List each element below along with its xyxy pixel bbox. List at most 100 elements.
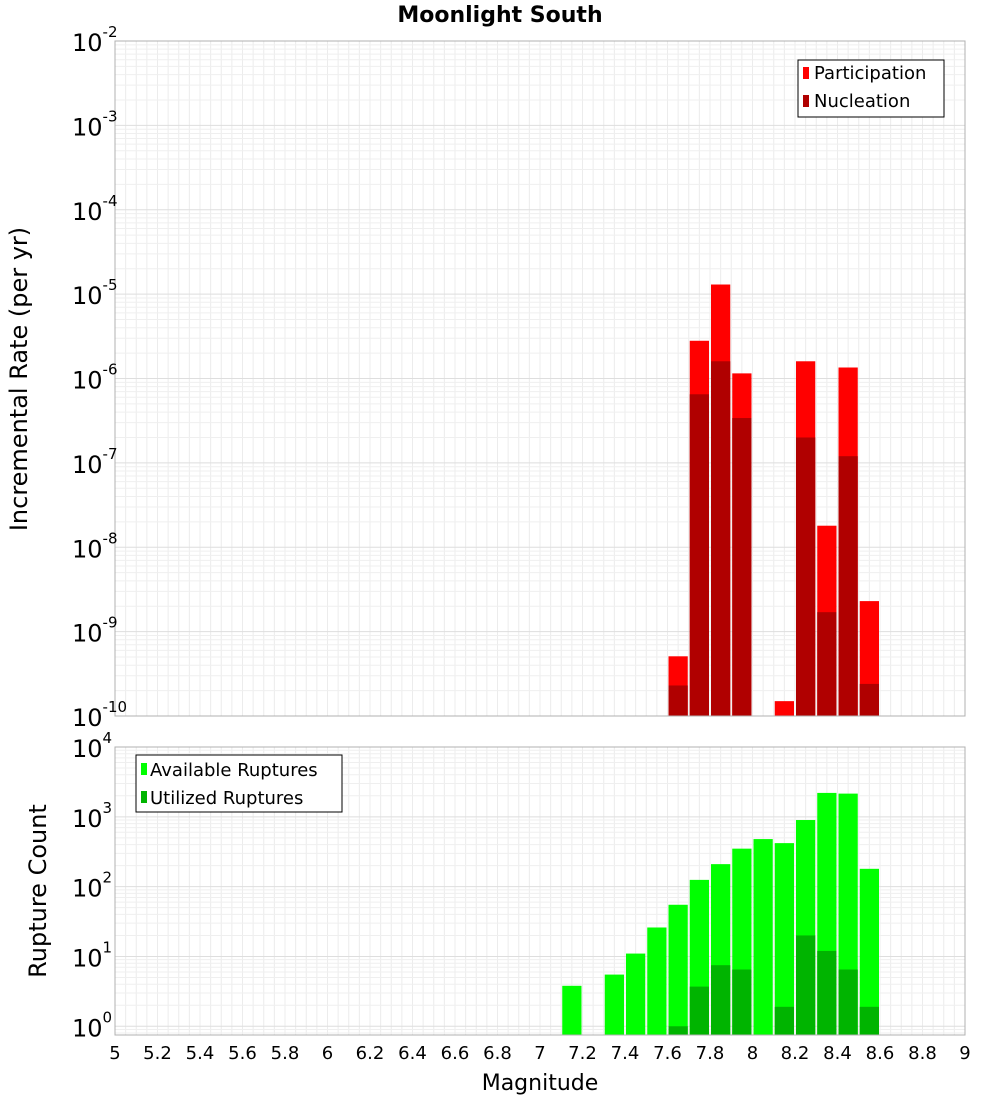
y-tick-base: 10 xyxy=(72,620,103,648)
bar-utilized-ruptures xyxy=(732,969,752,1035)
x-tick-label: 9 xyxy=(959,1043,970,1064)
chart-title: Moonlight South xyxy=(397,3,602,28)
bar-available-ruptures xyxy=(626,953,646,1035)
y-tick-label: 10-3 xyxy=(72,107,118,141)
y-tick-base: 10 xyxy=(72,735,103,763)
x-ticks: 5 5.2 5.4 5.6 5.8 6 6.2 6.4 6.6 6.8 7 7.2 7.4 7.6 7.8 8… xyxy=(109,1043,970,1064)
x-tick-label: 5.8 xyxy=(271,1043,300,1064)
legend-label-available: Available Ruptures xyxy=(150,760,318,781)
y-tick-exponent: -5 xyxy=(103,276,118,294)
x-tick-label: 6.4 xyxy=(398,1043,427,1064)
legend-label-participation: Participation xyxy=(814,63,926,84)
legend-swatch-participation xyxy=(803,67,809,79)
bar-utilized-ruptures xyxy=(774,1006,794,1035)
x-tick-label: 6 xyxy=(322,1043,333,1064)
bar-utilized-ruptures xyxy=(838,969,858,1035)
bar-nucleation xyxy=(689,394,709,716)
y-tick-label: 10-10 xyxy=(72,698,127,732)
x-tick-label: 6.6 xyxy=(441,1043,470,1064)
rate-y-axis-label: Incremental Rate (per yr) xyxy=(5,227,33,531)
bar-nucleation xyxy=(711,361,731,716)
y-tick-exponent: 3 xyxy=(103,799,113,817)
y-tick-exponent: -2 xyxy=(103,23,118,41)
x-tick-label: 8.4 xyxy=(823,1043,852,1064)
bar-available-ruptures xyxy=(774,843,794,1035)
x-tick-label: 6.8 xyxy=(483,1043,512,1064)
bar-utilized-ruptures xyxy=(796,935,816,1035)
legend-label-utilized: Utilized Ruptures xyxy=(150,788,303,809)
bar-utilized-ruptures xyxy=(689,986,709,1035)
bar-nucleation xyxy=(732,418,752,716)
y-tick-base: 10 xyxy=(72,1014,103,1042)
y-tick-label: 102 xyxy=(72,869,112,903)
y-tick-exponent: -9 xyxy=(103,614,118,632)
legend-swatch-available xyxy=(141,763,147,775)
bar-nucleation xyxy=(838,456,858,716)
rate-plot-border xyxy=(114,40,966,717)
y-tick-label: 10-6 xyxy=(72,361,118,395)
bar-available-ruptures xyxy=(647,927,667,1035)
rate-bars xyxy=(668,284,879,716)
y-tick-label: 101 xyxy=(72,938,112,972)
y-tick-label: 10-4 xyxy=(72,192,118,226)
y-tick-exponent: -7 xyxy=(103,445,118,463)
bar-available-ruptures xyxy=(753,839,773,1035)
y-tick-base: 10 xyxy=(72,704,103,732)
y-tick-base: 10 xyxy=(72,944,103,972)
y-tick-label: 10-7 xyxy=(72,445,118,479)
x-tick-label: 8.6 xyxy=(866,1043,895,1064)
y-tick-label: 10-5 xyxy=(72,276,118,310)
y-tick-exponent: 1 xyxy=(103,938,113,956)
bar-utilized-ruptures xyxy=(859,1006,879,1035)
x-tick-label: 5.6 xyxy=(228,1043,257,1064)
bar-utilized-ruptures xyxy=(668,1026,688,1035)
y-tick-exponent: 4 xyxy=(103,729,113,747)
bar-nucleation xyxy=(817,612,837,716)
x-tick-label: 7.6 xyxy=(653,1043,682,1064)
count-legend: Available Ruptures Utilized Ruptures xyxy=(135,754,343,813)
y-tick-exponent: -3 xyxy=(103,107,118,125)
x-tick-label: 8.8 xyxy=(908,1043,937,1064)
x-tick-label: 5.2 xyxy=(143,1043,172,1064)
y-tick-base: 10 xyxy=(72,29,103,57)
x-tick-label: 7.4 xyxy=(611,1043,640,1064)
y-tick-base: 10 xyxy=(72,805,103,833)
y-tick-base: 10 xyxy=(72,535,103,563)
x-tick-label: 8.2 xyxy=(781,1043,810,1064)
bar-available-ruptures xyxy=(562,985,582,1035)
y-tick-exponent: 2 xyxy=(103,869,113,887)
y-tick-exponent: -6 xyxy=(103,361,118,379)
rate-legend-box xyxy=(797,59,945,118)
x-tick-label: 8 xyxy=(747,1043,758,1064)
bar-participation xyxy=(774,701,794,716)
bar-available-ruptures xyxy=(604,974,624,1035)
y-tick-label: 103 xyxy=(72,799,112,833)
count-plot-border xyxy=(114,746,966,1036)
rate-gridlines xyxy=(114,41,966,717)
y-tick-exponent: 0 xyxy=(103,1008,113,1026)
bar-utilized-ruptures xyxy=(711,965,731,1035)
y-tick-base: 10 xyxy=(72,875,103,903)
bar-nucleation xyxy=(796,437,816,716)
y-tick-base: 10 xyxy=(72,367,103,395)
legend-swatch-nucleation xyxy=(803,95,809,107)
legend-swatch-utilized xyxy=(141,791,147,803)
x-tick-label: 7.2 xyxy=(568,1043,597,1064)
y-tick-exponent: -8 xyxy=(103,529,118,547)
bar-nucleation xyxy=(859,683,879,716)
bar-nucleation xyxy=(668,685,688,716)
y-tick-label: 100 xyxy=(72,1008,112,1042)
rate-legend: Participation Nucleation xyxy=(797,59,945,118)
y-tick-label: 104 xyxy=(72,729,112,763)
legend-label-nucleation: Nucleation xyxy=(814,91,910,112)
count-bars xyxy=(562,792,879,1035)
bar-utilized-ruptures xyxy=(817,950,837,1035)
y-tick-base: 10 xyxy=(72,451,103,479)
y-tick-base: 10 xyxy=(72,113,103,141)
y-tick-exponent: -4 xyxy=(103,192,118,210)
